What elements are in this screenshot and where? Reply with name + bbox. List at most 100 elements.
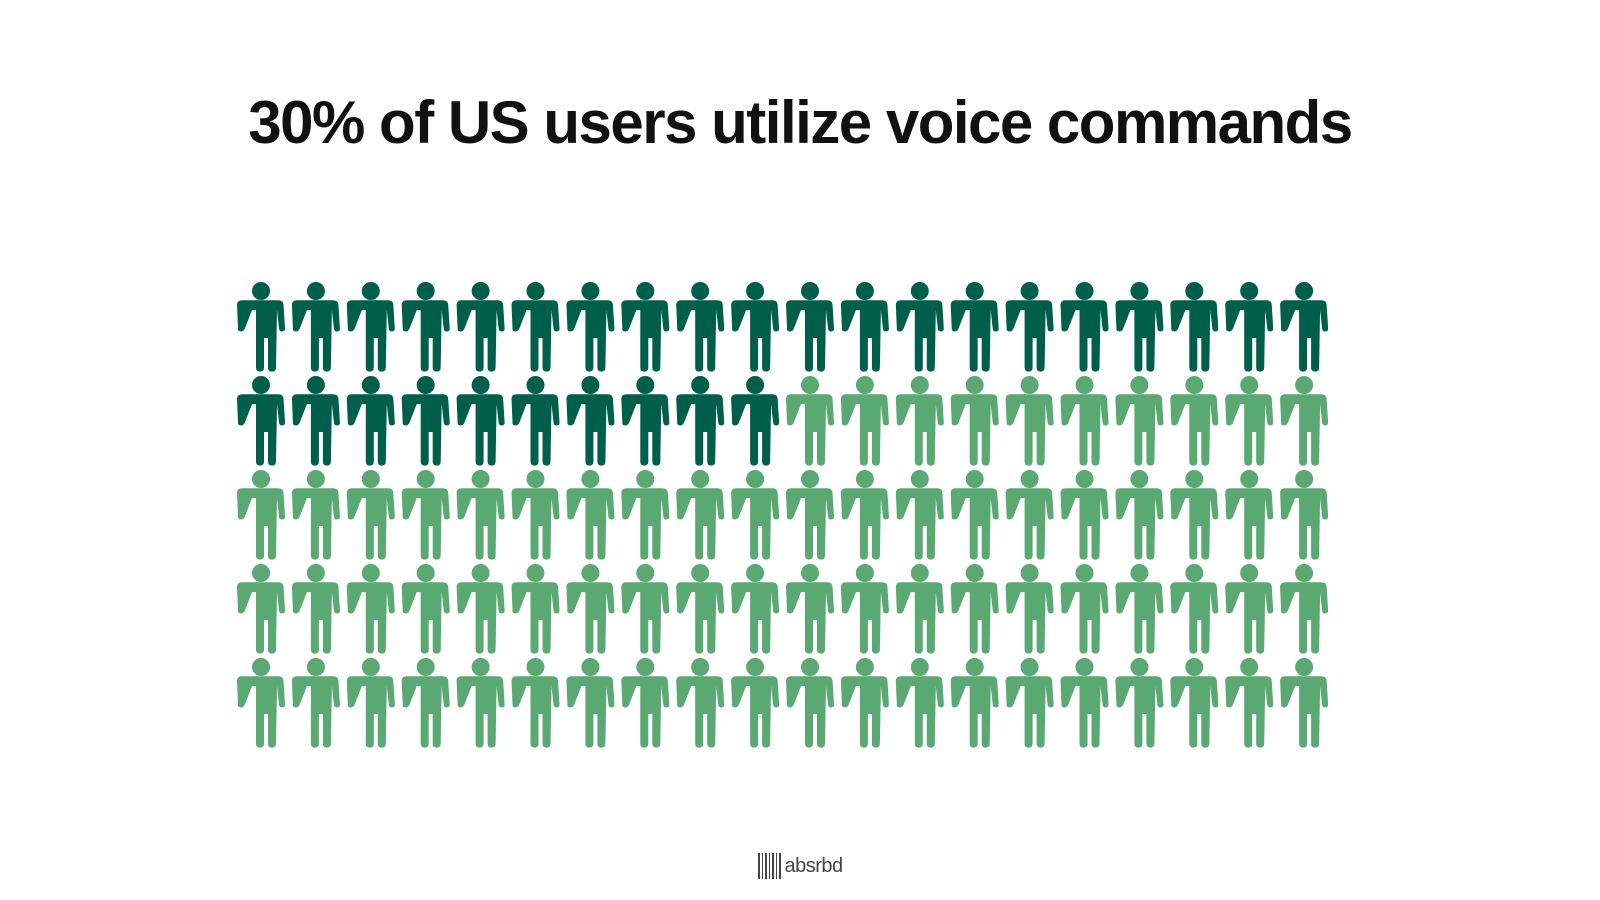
person-icon — [401, 564, 450, 654]
person-icon-highlighted — [456, 376, 505, 466]
person-icon — [786, 564, 835, 654]
person-icon-highlighted — [1280, 282, 1329, 372]
person-icon — [676, 564, 725, 654]
person-icon — [346, 470, 395, 560]
person-icon — [1280, 564, 1329, 654]
chart-title: 30% of US users utilize voice commands — [248, 89, 1353, 156]
person-icon-highlighted — [566, 282, 615, 372]
person-icon — [1115, 658, 1164, 748]
person-icon-highlighted — [401, 282, 450, 372]
person-icon — [676, 658, 725, 748]
person-icon-highlighted — [731, 376, 780, 466]
person-icon — [291, 658, 340, 748]
person-icon — [511, 564, 560, 654]
person-icon-highlighted — [291, 376, 340, 466]
person-icon — [895, 470, 944, 560]
person-icon — [1225, 658, 1274, 748]
person-icon-highlighted — [511, 376, 560, 466]
person-icon — [840, 376, 889, 466]
person-icon — [456, 470, 505, 560]
person-icon — [1060, 376, 1109, 466]
person-icon-highlighted — [511, 282, 560, 372]
person-icon-highlighted — [346, 282, 395, 372]
person-icon-highlighted — [840, 282, 889, 372]
person-icon — [840, 470, 889, 560]
person-icon — [401, 470, 450, 560]
person-icon — [456, 564, 505, 654]
person-icon — [291, 564, 340, 654]
person-icon — [1060, 470, 1109, 560]
person-icon — [1225, 470, 1274, 560]
person-icon — [511, 658, 560, 748]
person-icon — [786, 376, 835, 466]
person-icon — [1280, 376, 1329, 466]
person-icon-highlighted — [1225, 282, 1274, 372]
person-icon — [237, 470, 286, 560]
person-icon — [1005, 470, 1054, 560]
person-icon-highlighted — [621, 282, 670, 372]
person-icon-highlighted — [346, 376, 395, 466]
person-icon — [237, 564, 286, 654]
person-icon-highlighted — [566, 376, 615, 466]
person-icon — [840, 564, 889, 654]
person-icon — [237, 658, 286, 748]
person-icon — [1170, 470, 1219, 560]
brand-name: absrbd — [784, 854, 844, 877]
person-icon — [621, 564, 670, 654]
person-icon — [1170, 564, 1219, 654]
person-icon — [1280, 658, 1329, 748]
person-icon — [1115, 470, 1164, 560]
person-icon — [950, 470, 999, 560]
person-icon — [456, 658, 505, 748]
person-icon — [1225, 564, 1274, 654]
brand-logo: absrbd — [758, 852, 843, 880]
person-icon — [566, 658, 615, 748]
person-icon — [786, 470, 835, 560]
person-icon — [676, 470, 725, 560]
person-icon — [511, 470, 560, 560]
person-icon-highlighted — [237, 376, 286, 466]
person-icon-highlighted — [291, 282, 340, 372]
person-icon — [1170, 658, 1219, 748]
person-icon — [1060, 564, 1109, 654]
person-icon — [786, 658, 835, 748]
person-icon — [621, 470, 670, 560]
person-icon-highlighted — [1060, 282, 1109, 372]
person-icon — [401, 658, 450, 748]
person-icon — [1005, 564, 1054, 654]
person-icon — [1005, 658, 1054, 748]
person-icon — [1170, 376, 1219, 466]
person-icon — [1280, 470, 1329, 560]
person-icon — [346, 658, 395, 748]
person-icon-highlighted — [621, 376, 670, 466]
person-icon — [1060, 658, 1109, 748]
person-icon — [1115, 376, 1164, 466]
person-icon — [1005, 376, 1054, 466]
person-icon — [950, 376, 999, 466]
person-icon-highlighted — [676, 282, 725, 372]
person-icon-highlighted — [401, 376, 450, 466]
barcode-logo-icon — [758, 853, 781, 879]
person-icon — [950, 658, 999, 748]
person-icon — [731, 658, 780, 748]
person-icon — [1115, 564, 1164, 654]
person-icon-highlighted — [676, 376, 725, 466]
person-icon — [566, 564, 615, 654]
person-icon-highlighted — [1170, 282, 1219, 372]
person-icon — [566, 470, 615, 560]
person-icon-highlighted — [950, 282, 999, 372]
person-icon — [950, 564, 999, 654]
person-icon-highlighted — [786, 282, 835, 372]
person-icon — [1225, 376, 1274, 466]
person-icon — [291, 470, 340, 560]
person-icon — [731, 470, 780, 560]
person-icon — [731, 564, 780, 654]
person-icon — [895, 658, 944, 748]
person-icon — [346, 564, 395, 654]
person-icon — [895, 376, 944, 466]
person-icon-highlighted — [1005, 282, 1054, 372]
person-icon-highlighted — [1115, 282, 1164, 372]
person-icon — [621, 658, 670, 748]
person-icon — [840, 658, 889, 748]
